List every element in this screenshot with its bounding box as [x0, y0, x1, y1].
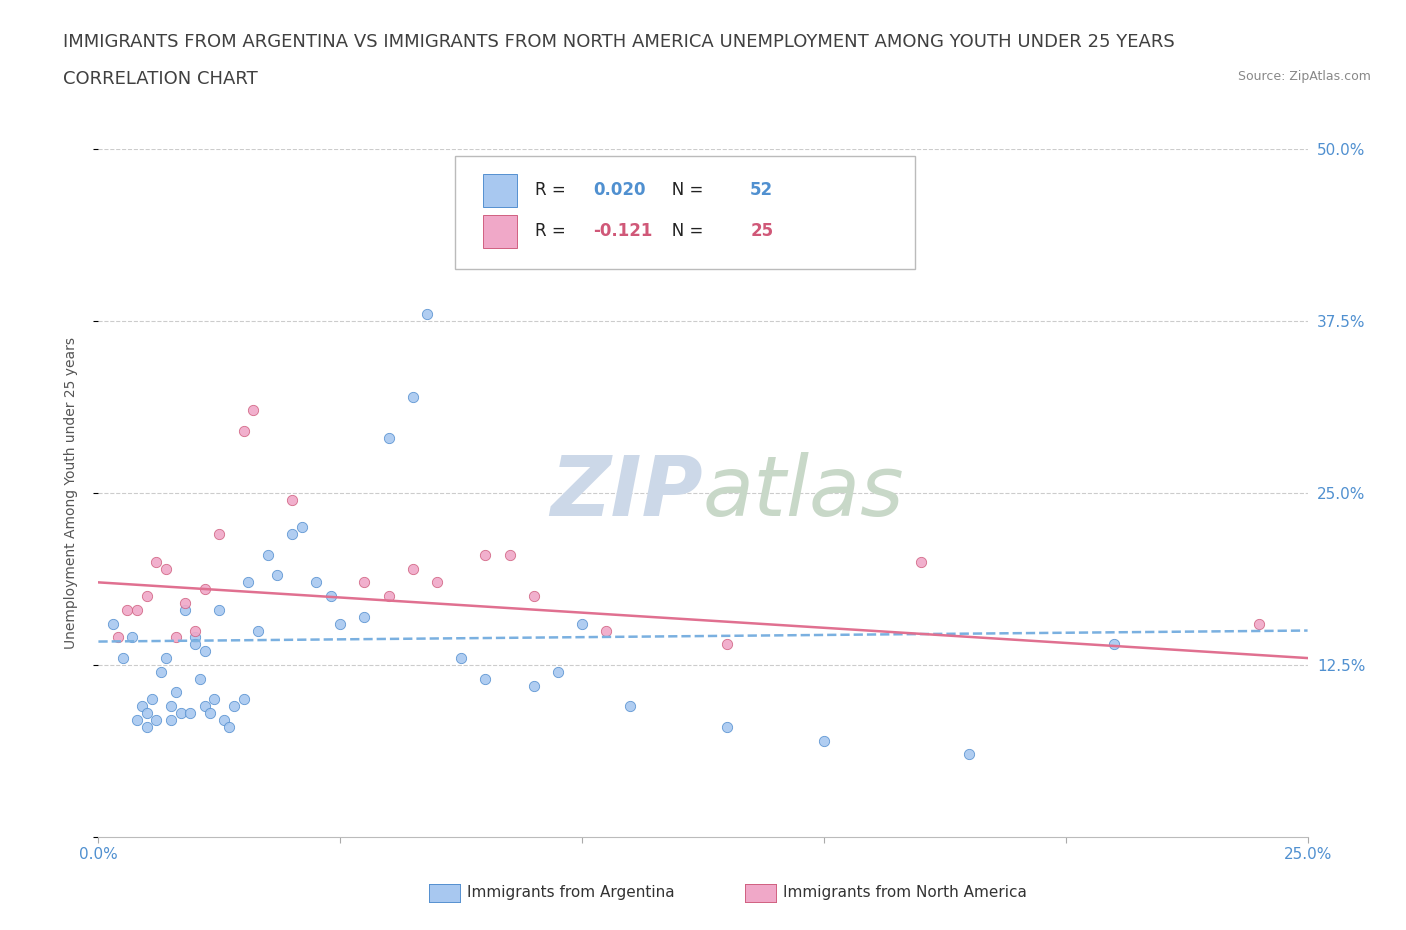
Point [194, 698, 217, 713]
Text: IMMIGRANTS FROM ARGENTINA VS IMMIGRANTS FROM NORTH AMERICA UNEMPLOYMENT AMONG YO: IMMIGRANTS FROM ARGENTINA VS IMMIGRANTS … [63, 33, 1175, 50]
Point [204, 692, 226, 707]
Text: ZIP: ZIP [550, 452, 703, 534]
Point [716, 720, 738, 735]
Point [377, 431, 399, 445]
Point [135, 706, 157, 721]
Point [716, 637, 738, 652]
Point [571, 617, 593, 631]
Point [179, 706, 201, 721]
Point [242, 403, 264, 418]
Point [353, 575, 375, 590]
Point [169, 706, 191, 721]
Point [1249, 617, 1271, 631]
Point [194, 644, 217, 658]
Point [194, 582, 217, 597]
Point [121, 630, 143, 644]
Point [232, 423, 254, 438]
Point [402, 389, 425, 404]
Point [145, 712, 167, 727]
Point [155, 651, 177, 666]
Point [174, 595, 197, 610]
Point [131, 698, 153, 713]
Point [117, 603, 139, 618]
Point [165, 630, 187, 644]
Point [523, 678, 546, 693]
Point [619, 698, 641, 713]
Point [247, 623, 270, 638]
Point [232, 692, 254, 707]
Point [290, 520, 312, 535]
Text: Immigrants from North America: Immigrants from North America [783, 885, 1026, 900]
Point [135, 589, 157, 604]
Text: 0.020: 0.020 [593, 181, 645, 199]
Text: Source: ZipAtlas.com: Source: ZipAtlas.com [1237, 70, 1371, 83]
Point [155, 561, 177, 576]
Point [135, 720, 157, 735]
Point [377, 589, 399, 604]
Point [107, 630, 129, 644]
Point [281, 526, 304, 541]
Point [910, 554, 932, 569]
FancyBboxPatch shape [456, 155, 915, 270]
Point [150, 664, 173, 679]
Text: R =: R = [534, 222, 571, 240]
Point [184, 623, 207, 638]
FancyBboxPatch shape [482, 215, 517, 248]
Point [141, 692, 163, 707]
Point [188, 671, 211, 686]
Text: R =: R = [534, 181, 571, 199]
Point [353, 609, 375, 624]
Y-axis label: Unemployment Among Youth under 25 years: Unemployment Among Youth under 25 years [63, 337, 77, 649]
Point [523, 589, 546, 604]
Point [450, 651, 472, 666]
Point [184, 637, 207, 652]
Point [174, 603, 197, 618]
Point [402, 561, 425, 576]
Point [1102, 637, 1125, 652]
Text: Immigrants from Argentina: Immigrants from Argentina [467, 885, 675, 900]
Text: N =: N = [655, 222, 709, 240]
Point [329, 617, 352, 631]
Text: 25: 25 [751, 222, 773, 240]
Point [416, 307, 439, 322]
Point [111, 651, 134, 666]
Point [595, 623, 617, 638]
Text: atlas: atlas [703, 452, 904, 534]
Point [319, 589, 342, 604]
Point [957, 747, 980, 762]
Text: 52: 52 [751, 181, 773, 199]
Text: -0.121: -0.121 [593, 222, 652, 240]
Text: CORRELATION CHART: CORRELATION CHART [63, 70, 259, 87]
Point [474, 548, 496, 563]
Point [474, 671, 496, 686]
Point [212, 712, 235, 727]
Point [127, 712, 149, 727]
Point [238, 575, 260, 590]
Point [256, 548, 278, 563]
Point [160, 698, 183, 713]
Point [218, 720, 240, 735]
Point [184, 630, 207, 644]
Point [145, 554, 167, 569]
Point [813, 733, 835, 748]
Point [426, 575, 449, 590]
Point [281, 492, 304, 507]
FancyBboxPatch shape [482, 174, 517, 206]
Point [198, 706, 221, 721]
Text: N =: N = [655, 181, 709, 199]
Point [101, 617, 124, 631]
Point [222, 698, 245, 713]
Point [165, 685, 187, 700]
Point [266, 568, 288, 583]
Point [498, 548, 520, 563]
Point [127, 603, 149, 618]
Point [547, 664, 569, 679]
Point [208, 526, 231, 541]
Point [160, 712, 183, 727]
Point [305, 575, 328, 590]
Point [208, 603, 231, 618]
